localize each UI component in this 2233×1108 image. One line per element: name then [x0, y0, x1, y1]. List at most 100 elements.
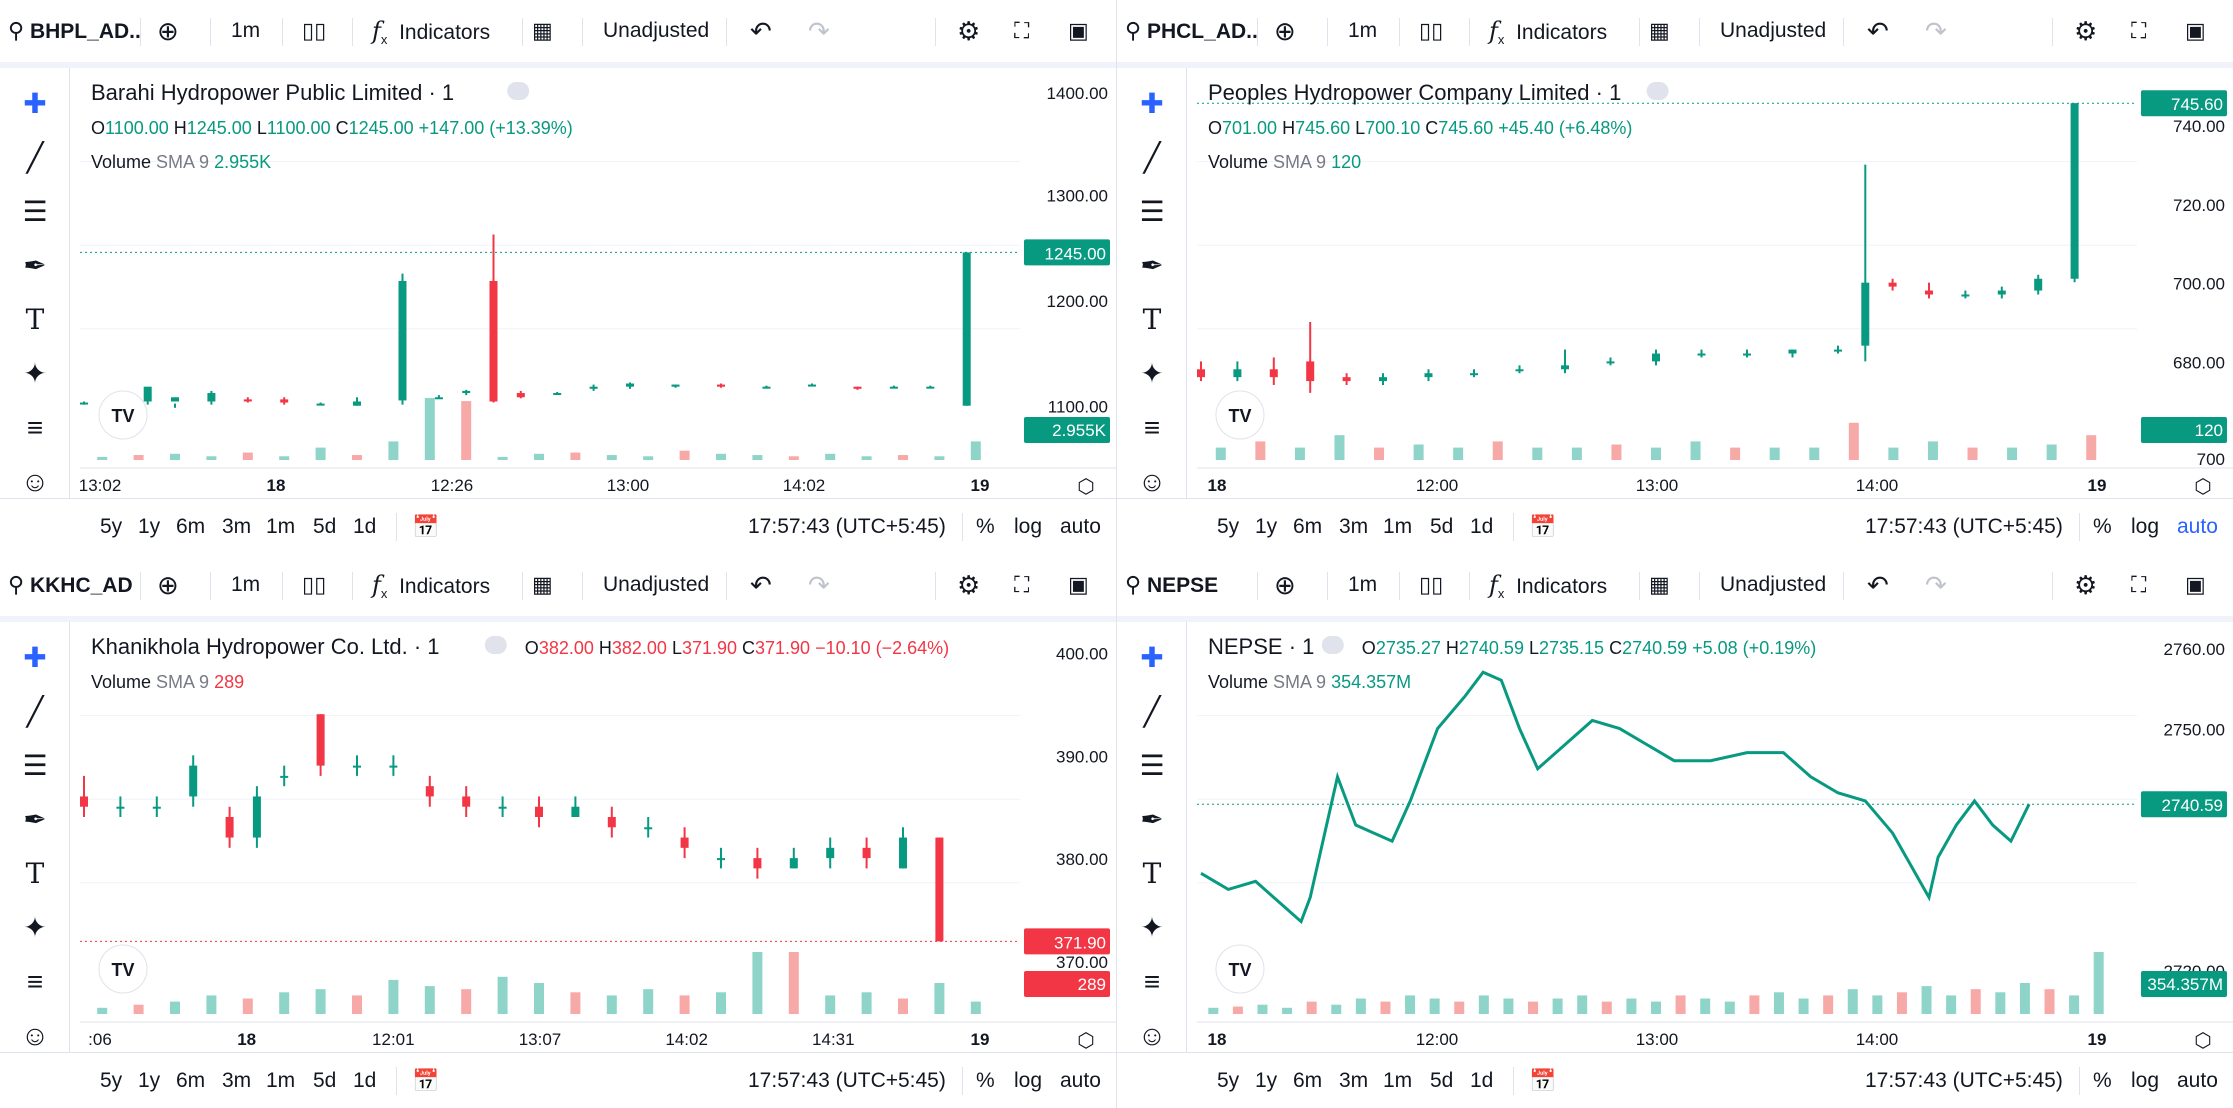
measure-icon[interactable]: ≡: [26, 412, 44, 443]
redo-button[interactable]: ↷: [1925, 554, 1947, 616]
hexagon-settings-icon[interactable]: ⬡: [1077, 1030, 1094, 1052]
timeframe-1y[interactable]: 1y: [1255, 515, 1278, 538]
auto-toggle[interactable]: auto: [1060, 515, 1101, 538]
tradingview-logo[interactable]: [98, 944, 148, 994]
brush-icon[interactable]: ✒: [1140, 250, 1164, 281]
compare-button[interactable]: ⊕: [1274, 554, 1296, 616]
goto-date-button[interactable]: 📅: [1529, 499, 1556, 554]
symbol-search[interactable]: ⚲ PHCL_AD..: [1125, 0, 1258, 62]
layout-button[interactable]: ▦: [1649, 554, 1670, 616]
timeframe-1m[interactable]: 1m: [1383, 1069, 1413, 1092]
crosshair-icon[interactable]: ✚: [1140, 642, 1164, 673]
symbol-search[interactable]: ⚲ NEPSE: [1125, 554, 1218, 616]
symbol-search[interactable]: ⚲ BHPL_AD..: [8, 0, 141, 62]
chart-type-button[interactable]: ▯▯: [302, 0, 326, 62]
interval-button[interactable]: 1m: [231, 573, 261, 596]
redo-button[interactable]: ↷: [1925, 0, 1947, 62]
chart-area[interactable]: 400.00 390.00 380.00 370.00 371.90 289:06 18 12…: [80, 622, 1116, 1054]
hexagon-settings-icon[interactable]: ⬡: [2194, 1030, 2211, 1052]
settings-button[interactable]: ⚙: [957, 0, 980, 62]
settings-button[interactable]: ⚙: [2074, 554, 2097, 616]
interval-button[interactable]: 1m: [1348, 573, 1378, 596]
timeframe-1m[interactable]: 1m: [266, 515, 296, 538]
undo-button[interactable]: ↶: [1867, 554, 1889, 616]
chart-area[interactable]: 2760.002750.002720.002740.59354.357M1812…: [1197, 622, 2233, 1054]
snapshot-button[interactable]: ▣: [2185, 0, 2206, 62]
indicators-button[interactable]: fx Indicators: [372, 571, 491, 602]
collapse-legend-button[interactable]: [507, 82, 530, 100]
timeframe-1d[interactable]: 1d: [353, 515, 377, 538]
percent-toggle[interactable]: %: [2093, 1069, 2112, 1092]
settings-button[interactable]: ⚙: [2074, 0, 2097, 62]
collapse-legend-button[interactable]: [484, 636, 507, 654]
pattern-icon[interactable]: ✦: [1140, 358, 1164, 389]
timeframe-3m[interactable]: 3m: [222, 1069, 252, 1092]
timeframe-5d[interactable]: 5d: [313, 1069, 337, 1092]
trendline-icon[interactable]: ╱: [26, 696, 44, 727]
auto-toggle[interactable]: auto: [2177, 1069, 2218, 1092]
snapshot-button[interactable]: ▣: [1068, 0, 1089, 62]
text-icon[interactable]: T: [1142, 857, 1162, 890]
crosshair-icon[interactable]: ✚: [23, 642, 47, 673]
measure-icon[interactable]: ≡: [1143, 966, 1161, 997]
brush-icon[interactable]: ✒: [23, 250, 47, 281]
trendline-icon[interactable]: ╱: [1143, 142, 1161, 173]
adjustment-button[interactable]: Unadjusted: [1720, 573, 1827, 596]
hexagon-settings-icon[interactable]: ⬡: [2194, 476, 2211, 498]
compare-button[interactable]: ⊕: [157, 0, 179, 62]
log-toggle[interactable]: log: [2131, 515, 2160, 538]
compare-button[interactable]: ⊕: [1274, 0, 1296, 62]
trendline-icon[interactable]: ╱: [1143, 696, 1161, 727]
undo-button[interactable]: ↶: [750, 554, 772, 616]
indicators-button[interactable]: fx Indicators: [1489, 571, 1608, 602]
log-toggle[interactable]: log: [1014, 515, 1043, 538]
undo-button[interactable]: ↶: [750, 0, 772, 62]
log-toggle[interactable]: log: [2131, 1069, 2160, 1092]
chart-type-button[interactable]: ▯▯: [302, 554, 326, 616]
fullscreen-button[interactable]: ⛶: [2131, 0, 2146, 62]
emoji-icon[interactable]: ☺: [20, 466, 50, 497]
fullscreen-button[interactable]: ⛶: [1014, 0, 1029, 62]
timeframe-3m[interactable]: 3m: [1339, 1069, 1369, 1092]
emoji-icon[interactable]: ☺: [20, 1020, 50, 1051]
indicators-button[interactable]: fx Indicators: [372, 17, 491, 48]
indicators-button[interactable]: fx Indicators: [1489, 17, 1608, 48]
tradingview-logo[interactable]: [1215, 944, 1265, 994]
hexagon-settings-icon[interactable]: ⬡: [1077, 476, 1094, 498]
snapshot-button[interactable]: ▣: [1068, 554, 1089, 616]
timeframe-5d[interactable]: 5d: [1430, 515, 1454, 538]
tradingview-logo[interactable]: [1215, 390, 1265, 440]
timeframe-6m[interactable]: 6m: [176, 1069, 206, 1092]
timeframe-1m[interactable]: 1m: [266, 1069, 296, 1092]
collapse-legend-button[interactable]: [1321, 636, 1344, 654]
fib-icon[interactable]: ☰: [1139, 196, 1165, 227]
timeframe-6m[interactable]: 6m: [1293, 1069, 1323, 1092]
chart-type-button[interactable]: ▯▯: [1419, 554, 1443, 616]
crosshair-icon[interactable]: ✚: [1140, 88, 1164, 119]
interval-button[interactable]: 1m: [1348, 19, 1378, 42]
auto-toggle[interactable]: auto: [1060, 1069, 1101, 1092]
chart-type-button[interactable]: ▯▯: [1419, 0, 1443, 62]
timeframe-5y[interactable]: 5y: [100, 515, 123, 538]
brush-icon[interactable]: ✒: [1140, 804, 1164, 835]
interval-button[interactable]: 1m: [231, 19, 261, 42]
timeframe-1d[interactable]: 1d: [1470, 1069, 1494, 1092]
fib-icon[interactable]: ☰: [1139, 750, 1165, 781]
goto-date-button[interactable]: 📅: [412, 1053, 439, 1108]
timeframe-1d[interactable]: 1d: [1470, 515, 1494, 538]
fullscreen-button[interactable]: ⛶: [2131, 554, 2146, 616]
emoji-icon[interactable]: ☺: [1137, 1020, 1167, 1051]
percent-toggle[interactable]: %: [976, 515, 995, 538]
adjustment-button[interactable]: Unadjusted: [1720, 19, 1827, 42]
pattern-icon[interactable]: ✦: [1140, 912, 1164, 943]
text-icon[interactable]: T: [25, 303, 45, 336]
collapse-legend-button[interactable]: [1646, 82, 1669, 100]
text-icon[interactable]: T: [25, 857, 45, 890]
fib-icon[interactable]: ☰: [22, 750, 48, 781]
undo-button[interactable]: ↶: [1867, 0, 1889, 62]
timeframe-6m[interactable]: 6m: [1293, 515, 1323, 538]
chart-area[interactable]: 1400.00 1300.00 1200.00 1100.00 1245.00 2.955…: [79, 68, 1116, 500]
snapshot-button[interactable]: ▣: [2185, 554, 2206, 616]
chart-area[interactable]: 740.00 720.00 700.00 680.00 700 745.60 120 18 12…: [1197, 68, 2233, 500]
text-icon[interactable]: T: [1142, 303, 1162, 336]
